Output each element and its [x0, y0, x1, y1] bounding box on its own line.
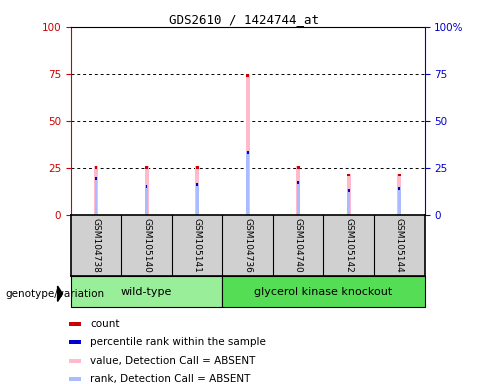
Bar [94, 166, 98, 215]
Bar [347, 174, 350, 177]
Bar [223, 276, 425, 307]
Bar [398, 174, 401, 177]
Bar [398, 187, 401, 215]
Bar [246, 74, 249, 77]
Text: count: count [90, 319, 120, 329]
Bar [196, 183, 199, 215]
Bar [95, 177, 97, 180]
Text: GSM104738: GSM104738 [92, 218, 101, 273]
Bar [145, 185, 147, 188]
Text: GSM104740: GSM104740 [294, 218, 303, 273]
Bar [297, 181, 300, 215]
Bar [145, 185, 148, 215]
Bar [347, 174, 351, 215]
Bar [195, 166, 199, 215]
Bar [68, 340, 81, 344]
Bar [297, 166, 300, 169]
Text: value, Detection Call = ABSENT: value, Detection Call = ABSENT [90, 356, 256, 366]
Bar [397, 174, 401, 215]
Text: glycerol kinase knockout: glycerol kinase knockout [254, 287, 393, 297]
Bar [95, 166, 98, 169]
Bar [144, 166, 148, 215]
Bar [296, 166, 300, 215]
Text: percentile rank within the sample: percentile rank within the sample [90, 338, 266, 348]
Text: GSM105141: GSM105141 [193, 218, 202, 273]
Bar [145, 166, 148, 169]
Polygon shape [58, 286, 62, 301]
Bar [398, 187, 400, 190]
Bar [246, 151, 249, 215]
Text: genotype/variation: genotype/variation [5, 289, 104, 299]
Bar [68, 359, 81, 362]
Bar [245, 74, 250, 215]
Bar [95, 177, 98, 215]
Text: wild-type: wild-type [121, 287, 172, 297]
Text: rank, Detection Call = ABSENT: rank, Detection Call = ABSENT [90, 374, 251, 384]
Bar [347, 189, 350, 215]
Bar [196, 183, 198, 186]
Bar [247, 151, 248, 154]
Text: GSM105144: GSM105144 [395, 218, 404, 273]
Bar [68, 322, 81, 326]
Bar [348, 189, 350, 192]
Text: GSM105142: GSM105142 [344, 218, 353, 273]
Text: GSM104736: GSM104736 [243, 218, 252, 273]
Bar [68, 377, 81, 381]
Bar [196, 166, 199, 169]
Bar [71, 276, 223, 307]
Bar [297, 181, 299, 184]
Text: GDS2610 / 1424744_at: GDS2610 / 1424744_at [169, 13, 319, 26]
Text: GSM105140: GSM105140 [142, 218, 151, 273]
